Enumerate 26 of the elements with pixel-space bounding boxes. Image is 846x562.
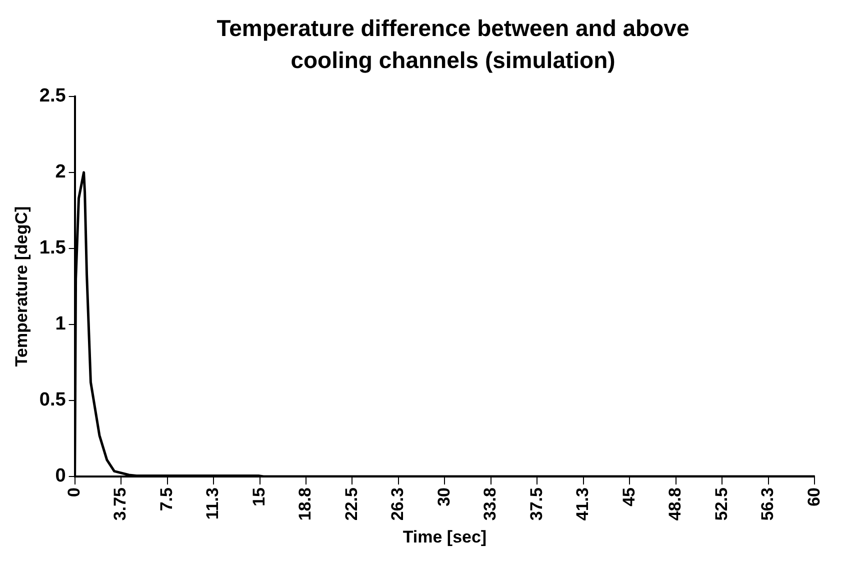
x-tick-label: 37.5 [526, 488, 546, 521]
x-tick-label: 3.75 [110, 488, 130, 521]
y-tick-label: 0 [55, 466, 66, 487]
x-axis-title: Time [sec] [402, 527, 487, 546]
y-tick-label: 0.5 [39, 390, 66, 411]
x-tick-label: 22.5 [342, 488, 361, 521]
x-tick-label: 41.3 [573, 488, 592, 521]
x-tick-label: 15 [249, 488, 268, 506]
x-tick-label: 33.8 [480, 488, 500, 521]
y-axis-title: Temperature [degC] [12, 206, 31, 367]
x-tick-label: 7.5 [156, 488, 176, 512]
x-tick-label: 26.3 [388, 488, 408, 521]
y-tick-label: 1.5 [39, 238, 66, 259]
x-tick-label: 11.3 [203, 488, 222, 520]
y-tick-label: 2.5 [39, 86, 66, 107]
x-tick-label: 45 [619, 488, 638, 506]
x-tick-label: 48.8 [666, 488, 685, 521]
y-tick-label: 1 [55, 314, 66, 335]
x-tick-label: 52.5 [712, 488, 731, 521]
x-tick-label: 56.3 [758, 488, 778, 521]
x-tick-label: 0 [64, 488, 84, 497]
x-tick-label: 30 [434, 488, 454, 506]
x-tick-label: 18.8 [296, 488, 315, 521]
chart-title: Temperature difference between and above cooling channels (simulation) [216, 14, 690, 75]
x-tick-label: 60 [804, 488, 824, 506]
y-tick-label: 2 [55, 162, 66, 183]
